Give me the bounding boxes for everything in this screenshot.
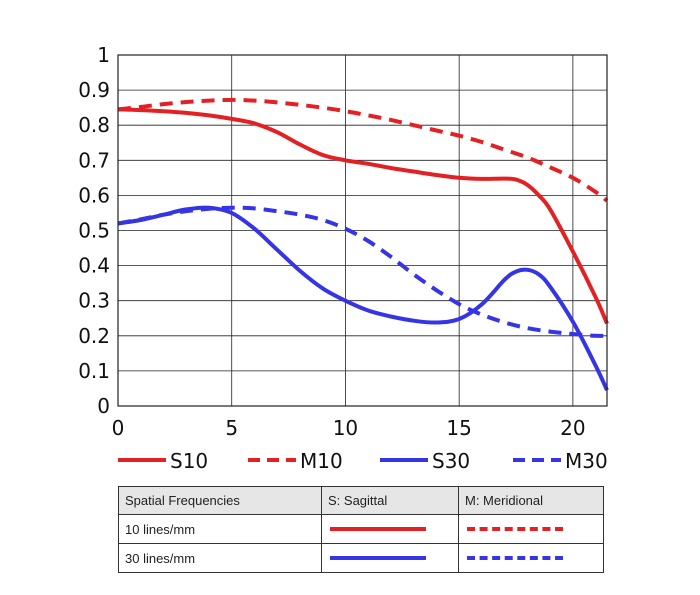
sagittal-swatch-cell bbox=[321, 514, 459, 544]
sagittal-10-swatch bbox=[330, 527, 426, 531]
key-row-10: 10 lines/mm bbox=[118, 514, 604, 544]
meridional-swatch-cell bbox=[458, 514, 604, 544]
x-tick-label: 15 bbox=[446, 416, 471, 440]
legend: S10 M10 S30 M30 bbox=[118, 449, 608, 473]
series-layer bbox=[117, 97, 609, 392]
x-tick-label: 5 bbox=[225, 416, 238, 440]
legend-label-m10: M10 bbox=[300, 449, 343, 473]
y-tick-label: 0.7 bbox=[78, 148, 110, 172]
key-row-30: 30 lines/mm bbox=[118, 543, 604, 573]
key-table-header: Spatial Frequencies S: Sagittal M: Merid… bbox=[118, 486, 604, 515]
y-tick-label: 0.9 bbox=[78, 78, 110, 102]
series-line-s10 bbox=[117, 107, 609, 325]
x-tick-label: 10 bbox=[333, 416, 358, 440]
series-line-m30 bbox=[117, 205, 608, 338]
header-spatial-frequencies: Spatial Frequencies bbox=[118, 486, 322, 515]
key-row-label: 10 lines/mm bbox=[118, 514, 322, 544]
sagittal-30-swatch bbox=[330, 556, 426, 560]
x-tick-label: 0 bbox=[112, 416, 125, 440]
mtf-chart: 0 0.1 0.2 0.3 0.4 0.5 0.6 0.7 0.8 0.9 1 0 5 10 15 20 S… bbox=[78, 43, 609, 473]
y-tick-label: 0 bbox=[97, 394, 110, 418]
sagittal-swatch-cell bbox=[321, 543, 459, 573]
legend-label-s30: S30 bbox=[432, 449, 470, 473]
header-meridional: M: Meridional bbox=[458, 486, 604, 515]
y-axis-ticks: 0 0.1 0.2 0.3 0.4 0.5 0.6 0.7 0.8 0.9 1 bbox=[78, 43, 110, 418]
x-tick-label: 20 bbox=[560, 416, 585, 440]
grid bbox=[118, 55, 607, 406]
mtf-key-table: Spatial Frequencies S: Sagittal M: Merid… bbox=[118, 486, 604, 573]
legend-label-m30: M30 bbox=[565, 449, 608, 473]
plot-frame bbox=[117, 54, 608, 407]
key-row-label: 30 lines/mm bbox=[118, 543, 322, 573]
y-tick-label: 0.8 bbox=[78, 113, 110, 137]
y-tick-label: 0.5 bbox=[78, 219, 110, 243]
series-line-s30 bbox=[117, 205, 609, 392]
meridional-30-swatch bbox=[467, 556, 563, 560]
y-tick-label: 0.2 bbox=[78, 324, 110, 348]
y-tick-label: 0.6 bbox=[78, 183, 110, 207]
y-tick-label: 0.4 bbox=[78, 254, 110, 278]
meridional-swatch-cell bbox=[458, 543, 604, 573]
y-tick-label: 0.1 bbox=[78, 359, 110, 383]
header-sagittal: S: Sagittal bbox=[321, 486, 459, 515]
legend-label-s10: S10 bbox=[170, 449, 208, 473]
y-tick-label: 0.3 bbox=[78, 289, 110, 313]
meridional-10-swatch bbox=[467, 527, 563, 531]
series-line-m10 bbox=[117, 97, 609, 203]
y-tick-label: 1 bbox=[97, 43, 110, 67]
x-axis-ticks: 0 5 10 15 20 bbox=[112, 416, 586, 440]
